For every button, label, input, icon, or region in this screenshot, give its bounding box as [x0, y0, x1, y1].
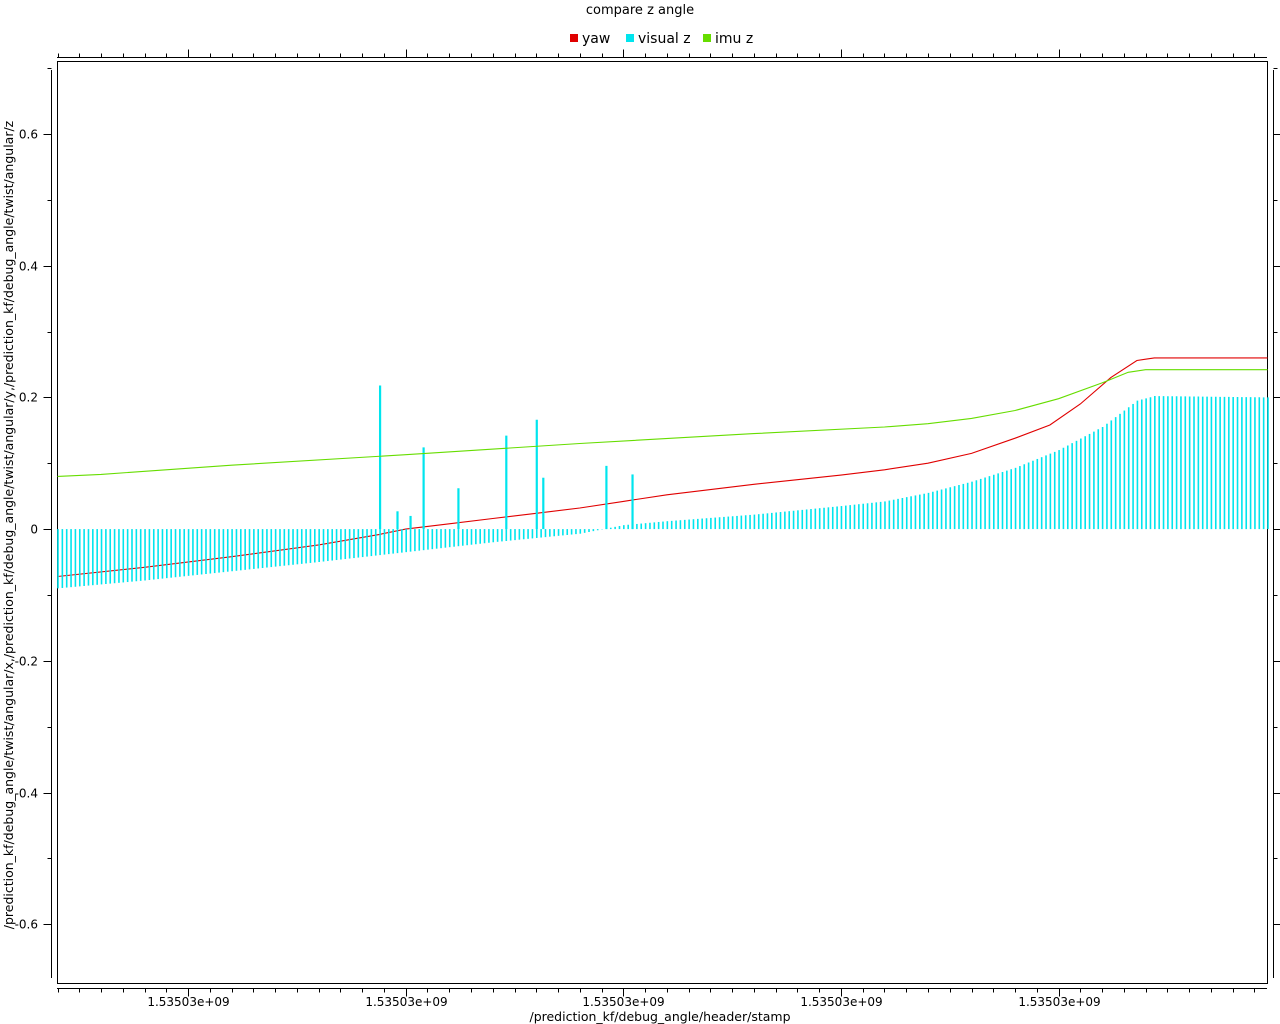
legend-swatch-yaw	[570, 34, 578, 42]
legend-label-imu-z: imu z	[715, 31, 753, 47]
series-visual-z	[57, 385, 1269, 589]
x-tick-label: 1.53503e+09	[147, 995, 229, 1009]
yaw-line	[57, 357, 1268, 578]
series-imu-z	[57, 369, 1268, 477]
series-layer	[57, 357, 1269, 589]
y-tick-label: 0	[30, 523, 38, 537]
x-tick-label: 1.53503e+09	[800, 995, 882, 1009]
y-axis-right	[1273, 68, 1280, 978]
y-tick-label: -0.4	[15, 787, 38, 801]
y-tick-label: -0.6	[15, 918, 38, 932]
legend: yaw visual z imu z	[570, 31, 753, 47]
chart-title: compare z angle	[586, 3, 694, 18]
x-tick-label: 1.53503e+09	[365, 995, 447, 1009]
legend-swatch-imu-z	[703, 34, 711, 42]
x-tick-label: 1.53503e+09	[582, 995, 664, 1009]
legend-label-yaw: yaw	[582, 31, 610, 47]
legend-label-visual-z: visual z	[638, 31, 691, 47]
series-yaw	[57, 357, 1268, 578]
y-tick-label: 0.2	[19, 391, 38, 405]
y-tick-label: -0.2	[15, 655, 38, 669]
legend-swatch-visual-z	[626, 34, 634, 42]
x-axis-bottom: 1.53503e+09 1.53503e+09 1.53503e+09 1.53503…	[57, 988, 1267, 1009]
x-tick-label: 1.53503e+09	[1018, 995, 1100, 1009]
x-axis-label: /prediction_kf/debug_angle/header/stamp	[529, 1009, 790, 1024]
imu-z-line	[57, 369, 1268, 477]
y-tick-label: 0.4	[19, 260, 38, 274]
x-axis-top	[57, 49, 1267, 58]
y-axis-label: /prediction_kf/debug_angle/twist/angular…	[1, 120, 16, 929]
y-axis-left: -0.6 -0.4 -0.2 0 0.2 0.4 0.6	[15, 68, 52, 978]
y-tick-label: 0.6	[19, 128, 38, 142]
